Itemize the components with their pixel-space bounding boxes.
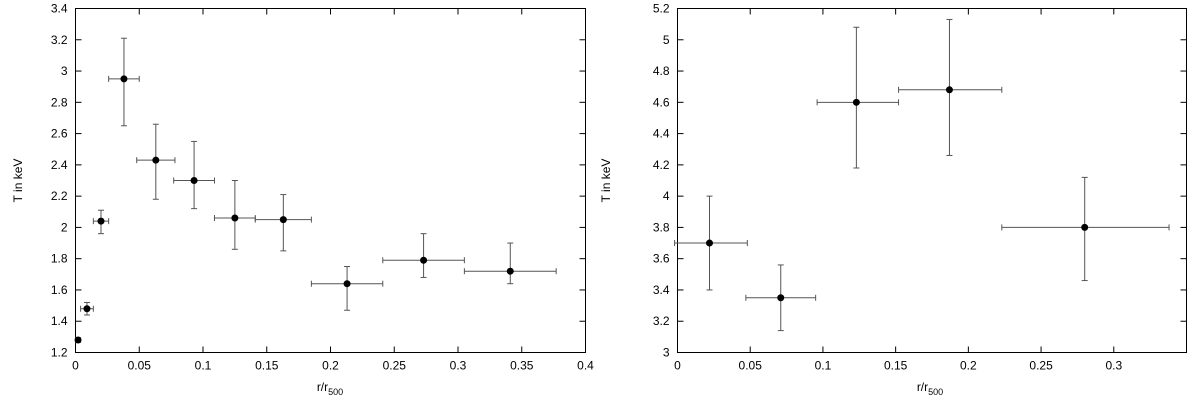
x-tick-label: 0.1 [195,359,212,373]
data-point [83,305,91,313]
right-y-axis-label: T in keV [599,159,613,203]
x-tick-label: 0.25 [383,359,407,373]
x-tick-label: 0.2 [960,359,977,373]
y-tick-label: 3.4 [51,2,68,16]
x-tick-label: 0.4 [577,359,594,373]
y-tick-label: 4.8 [653,64,670,78]
y-tick-label: 2.4 [51,158,68,172]
x-tick-label: 0.2 [322,359,339,373]
data-point [945,86,953,94]
y-tick-label: 4.6 [653,95,670,109]
x-tick-label: 0.1 [815,359,832,373]
x-tick-label: 0.3 [450,359,467,373]
y-tick-label: 4.2 [653,158,670,172]
left-y-axis-label: T in keV [11,159,25,203]
y-tick-label: 1.2 [51,346,68,360]
left-x-axis-label: r/r500 [317,380,343,397]
y-tick-label: 2.6 [51,127,68,141]
data-point [97,217,105,225]
data-point [777,294,785,302]
data-point [279,216,287,224]
y-tick-label: 5 [663,33,670,47]
y-tick-label: 3.6 [653,252,670,266]
y-tick-label: 1.6 [51,283,68,297]
y-tick-label: 3.8 [653,220,670,234]
right-data-points [674,18,1170,332]
data-point [852,98,860,106]
y-tick-label: 2 [61,220,68,234]
data-point [506,267,514,275]
y-tick-label: 1.8 [51,252,68,266]
data-point [152,156,160,164]
right-temperature-plot: 0 0.05 0.1 0.15 0.2 0.25 0.3 3 3.2 3.4 3.6 3.8 4 4.2 4… [599,2,1187,397]
left-temperature-plot: 0 0.05 0.1 0.15 0.2 0.25 0.3 0.35 0.4 1.2 1.4 1.6 1.… [11,2,594,398]
y-tick-label: 3.2 [653,314,670,328]
x-tick-label: 0 [674,359,681,373]
y-tick-label: 3.2 [51,33,68,47]
x-tick-label: 0.25 [1029,359,1053,373]
data-point [231,214,239,222]
x-tick-label: 0.3 [1105,359,1122,373]
left-plot-frame [75,8,586,353]
data-point [190,177,198,184]
data-point [343,280,351,288]
data-point [120,75,128,83]
data-point [420,256,428,264]
right-axis-ticks: 0 0.05 0.1 0.15 0.2 0.25 0.3 3 3.2 3.4 3.6 3.8 4 4.2 4… [653,2,1187,373]
x-tick-label: 0.15 [884,359,908,373]
y-tick-label: 2.8 [51,95,68,109]
data-point [74,336,82,344]
x-tick-label: 0 [72,359,79,373]
data-point [1081,223,1089,231]
y-tick-label: 2.2 [51,189,68,203]
right-x-axis-label: r/r500 [917,380,943,397]
x-tick-label: 0.05 [128,359,152,373]
right-plot-frame [677,8,1187,353]
y-tick-label: 5.2 [653,2,670,16]
left-data-points [74,37,557,344]
x-tick-label: 0.35 [510,359,534,373]
y-tick-label: 3 [663,346,670,360]
y-tick-label: 1.4 [51,314,68,328]
data-point [705,239,713,247]
y-tick-label: 3 [61,64,68,78]
y-tick-label: 4.4 [653,127,670,141]
y-tick-label: 3.4 [653,283,670,297]
x-tick-label: 0.05 [739,359,763,373]
y-tick-label: 4 [663,189,670,203]
left-axis-ticks: 0 0.05 0.1 0.15 0.2 0.25 0.3 0.35 0.4 1.2 1.4 1.6 1.… [51,2,594,373]
x-tick-label: 0.15 [255,359,279,373]
